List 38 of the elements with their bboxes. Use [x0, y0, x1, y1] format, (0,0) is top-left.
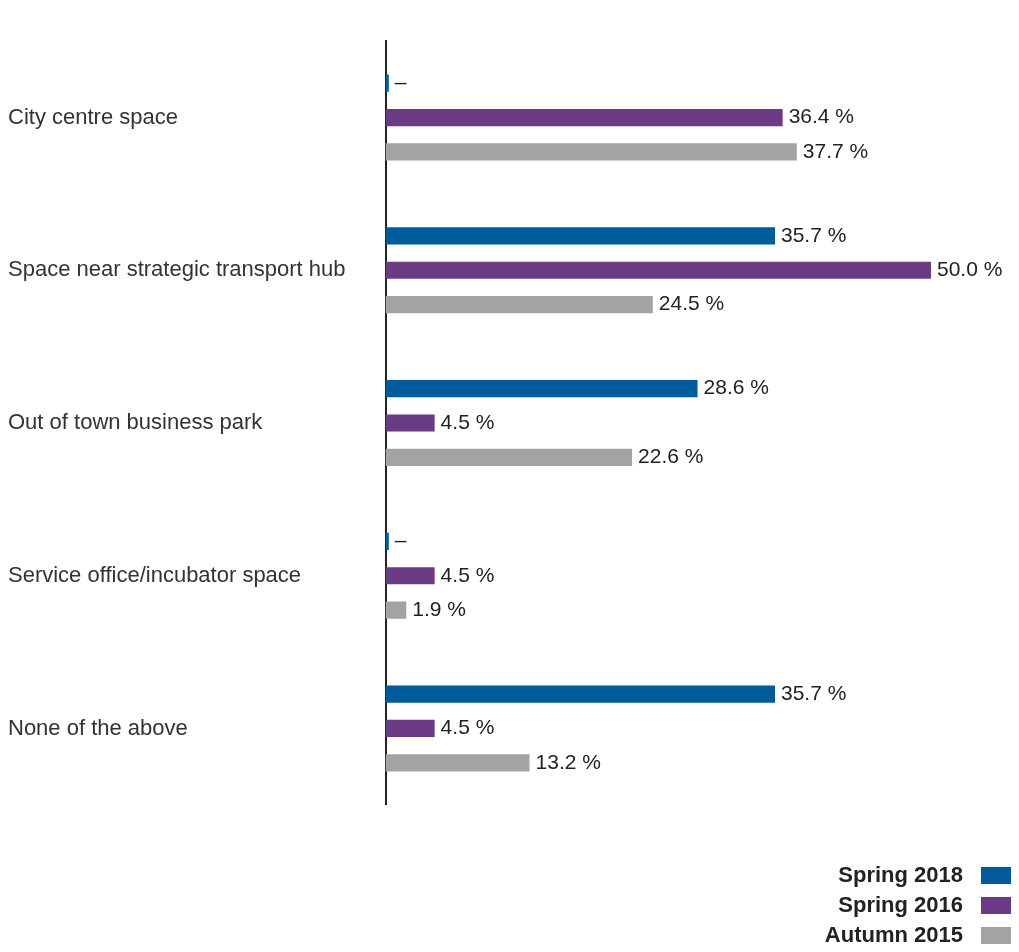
y-tick-label: City centre space — [8, 103, 178, 129]
data-label: 35.7 % — [781, 222, 847, 246]
data-label: 4.5 % — [440, 409, 495, 433]
data-label: 50.0 % — [937, 257, 1003, 281]
y-tick-label: None of the above — [8, 714, 188, 740]
y-tick-label: Out of town business park — [8, 409, 264, 435]
data-label: 13.2 % — [535, 749, 601, 773]
bar — [385, 143, 797, 161]
data-label: 35.7 % — [781, 680, 847, 704]
bar — [385, 261, 931, 279]
legend-label: Autumn 2015 — [824, 922, 963, 948]
bar — [385, 567, 435, 585]
data-label: – — [394, 528, 407, 552]
data-label: 4.5 % — [440, 715, 495, 739]
legend-label: Spring 2018 — [838, 862, 963, 888]
bar — [385, 685, 775, 703]
bar — [385, 414, 435, 432]
bar — [385, 448, 633, 466]
bar — [385, 108, 783, 127]
bar — [385, 227, 775, 245]
data-label: 37.7 % — [802, 138, 869, 162]
data-label: 36.4 % — [788, 104, 855, 128]
bar — [385, 719, 435, 738]
data-label: 4.5 % — [440, 562, 495, 586]
data-label: 28.6 % — [703, 375, 769, 399]
data-label: 24.5 % — [658, 291, 725, 315]
data-label: – — [394, 69, 407, 93]
y-tick-label: Service office/incubator space — [8, 561, 302, 587]
y-tick-label: Space near strategic transport hub — [8, 256, 346, 282]
bar — [385, 532, 389, 550]
bar — [385, 296, 653, 314]
bar — [385, 601, 407, 619]
bar — [385, 74, 389, 92]
bar — [385, 754, 530, 772]
data-label: 22.6 % — [638, 444, 704, 468]
data-label: 1.9 % — [412, 596, 466, 620]
legend-label: Spring 2016 — [838, 892, 963, 918]
bar — [385, 380, 698, 398]
